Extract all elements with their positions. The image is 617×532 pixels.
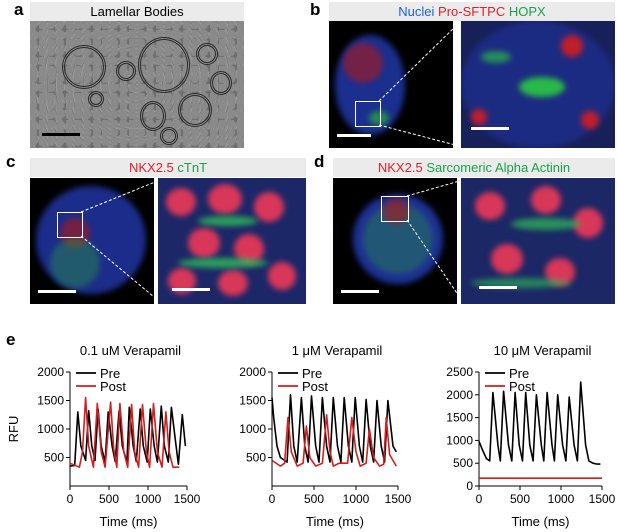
x-tick-label: 1000 xyxy=(135,492,162,506)
x-tick-label: 1000 xyxy=(548,492,575,506)
y-tick-label: 2000 xyxy=(37,365,64,379)
chart-title: 0.1 uM Verapamil xyxy=(80,343,181,358)
y-tick-label: 2000 xyxy=(239,365,266,379)
panel-d-overview-image xyxy=(333,178,457,304)
stain-nkx2-5: NKX2.5 xyxy=(377,160,423,175)
x-tick-label: 500 xyxy=(510,492,530,506)
legend-label-pre: Pre xyxy=(509,366,529,381)
x-tick-label: 1500 xyxy=(174,492,201,506)
zoom-box xyxy=(57,212,83,238)
panel-label-d: d xyxy=(314,152,325,171)
zoom-guide-lines xyxy=(80,179,161,303)
y-tick-label: 0 xyxy=(466,479,473,493)
panel-d-stain-legend: NKX2.5 Sarcomeric Alpha Actinin xyxy=(333,158,615,177)
x-axis-label: Time (ms) xyxy=(511,514,569,529)
zoom-box xyxy=(355,101,381,127)
y-axis-label: RFU xyxy=(6,416,21,443)
y-tick-label: 500 xyxy=(44,451,64,465)
x-tick-label: 500 xyxy=(304,492,324,506)
legend-label-post: Post xyxy=(509,379,535,394)
series-line-pre xyxy=(271,393,397,463)
x-tick-label: 1500 xyxy=(385,492,412,506)
legend-label-pre: Pre xyxy=(302,366,322,381)
zoom-guide-lines xyxy=(378,22,460,147)
x-tick-label: 500 xyxy=(99,492,119,506)
panel-label-e: e xyxy=(6,330,16,349)
y-tick-label: 1500 xyxy=(37,394,64,408)
legend-label-pre: Pre xyxy=(100,366,120,381)
panel-label-c: c xyxy=(6,152,16,171)
y-tick-label: 1000 xyxy=(37,422,64,436)
y-tick-label: 1000 xyxy=(446,433,473,447)
y-tick-label: 2000 xyxy=(446,388,473,402)
series-line-post xyxy=(69,396,180,469)
chart-title: 10 μM Verapamil xyxy=(494,343,592,358)
series-line-post xyxy=(271,413,397,467)
scale-bar xyxy=(471,127,509,130)
scale-bar xyxy=(172,288,210,291)
legend-label-post: Post xyxy=(100,379,126,394)
stain-nkx2-5: NKX2.5 xyxy=(128,160,174,175)
y-tick-label: 500 xyxy=(453,456,473,470)
x-tick-label: 1000 xyxy=(343,492,370,506)
scale-bar xyxy=(38,290,76,293)
stain-sarcomeric-alpha-actinin: Sarcomeric Alpha Actinin xyxy=(426,160,571,175)
x-axis-label: Time (ms) xyxy=(306,514,364,529)
y-tick-label: 500 xyxy=(246,451,266,465)
panel-c-overview-image xyxy=(30,178,154,304)
lamellar-bodies-micrograph xyxy=(30,21,244,148)
y-tick-label: 2500 xyxy=(446,365,473,379)
panel-a-title: Lamellar Bodies xyxy=(30,2,244,21)
panel-c-stain-legend: NKX2.5 cTnT xyxy=(30,158,306,177)
chart-title: 1 μM Verapamil xyxy=(292,343,383,358)
series-line-pre xyxy=(69,405,187,467)
x-tick-label: 0 xyxy=(269,492,276,506)
panel-b-overview-image xyxy=(329,21,453,148)
panel-b-zoom-image xyxy=(461,21,615,148)
scale-bar xyxy=(479,286,517,289)
panel-c-zoom-image xyxy=(158,178,306,304)
stain-ctnt: cTnT xyxy=(177,160,208,175)
x-axis-label: Time (ms) xyxy=(99,514,157,529)
panel-label-a: a xyxy=(14,0,24,19)
zoom-guide-lines xyxy=(406,179,464,303)
x-tick-label: 0 xyxy=(67,492,74,506)
stain-nuclei: Nuclei xyxy=(398,4,435,19)
series-line-pre xyxy=(478,381,601,465)
y-tick-label: 1500 xyxy=(446,411,473,425)
panel-d-zoom-image xyxy=(461,178,615,304)
x-tick-label: 1500 xyxy=(589,492,616,506)
scale-bar xyxy=(341,290,379,293)
panel-b-stain-legend: Nuclei Pro-SFTPC HOPX xyxy=(329,2,615,21)
legend-label-post: Post xyxy=(302,379,328,394)
stain-hopx: HOPX xyxy=(508,4,546,19)
y-tick-label: 1000 xyxy=(239,422,266,436)
scale-bar xyxy=(42,133,80,136)
zoom-box xyxy=(381,196,409,222)
x-tick-label: 0 xyxy=(476,492,483,506)
panel-label-b: b xyxy=(310,0,321,19)
y-tick-label: 1500 xyxy=(239,394,266,408)
stain-pro-sftpc: Pro-SFTPC xyxy=(438,4,506,19)
scale-bar xyxy=(337,134,371,137)
